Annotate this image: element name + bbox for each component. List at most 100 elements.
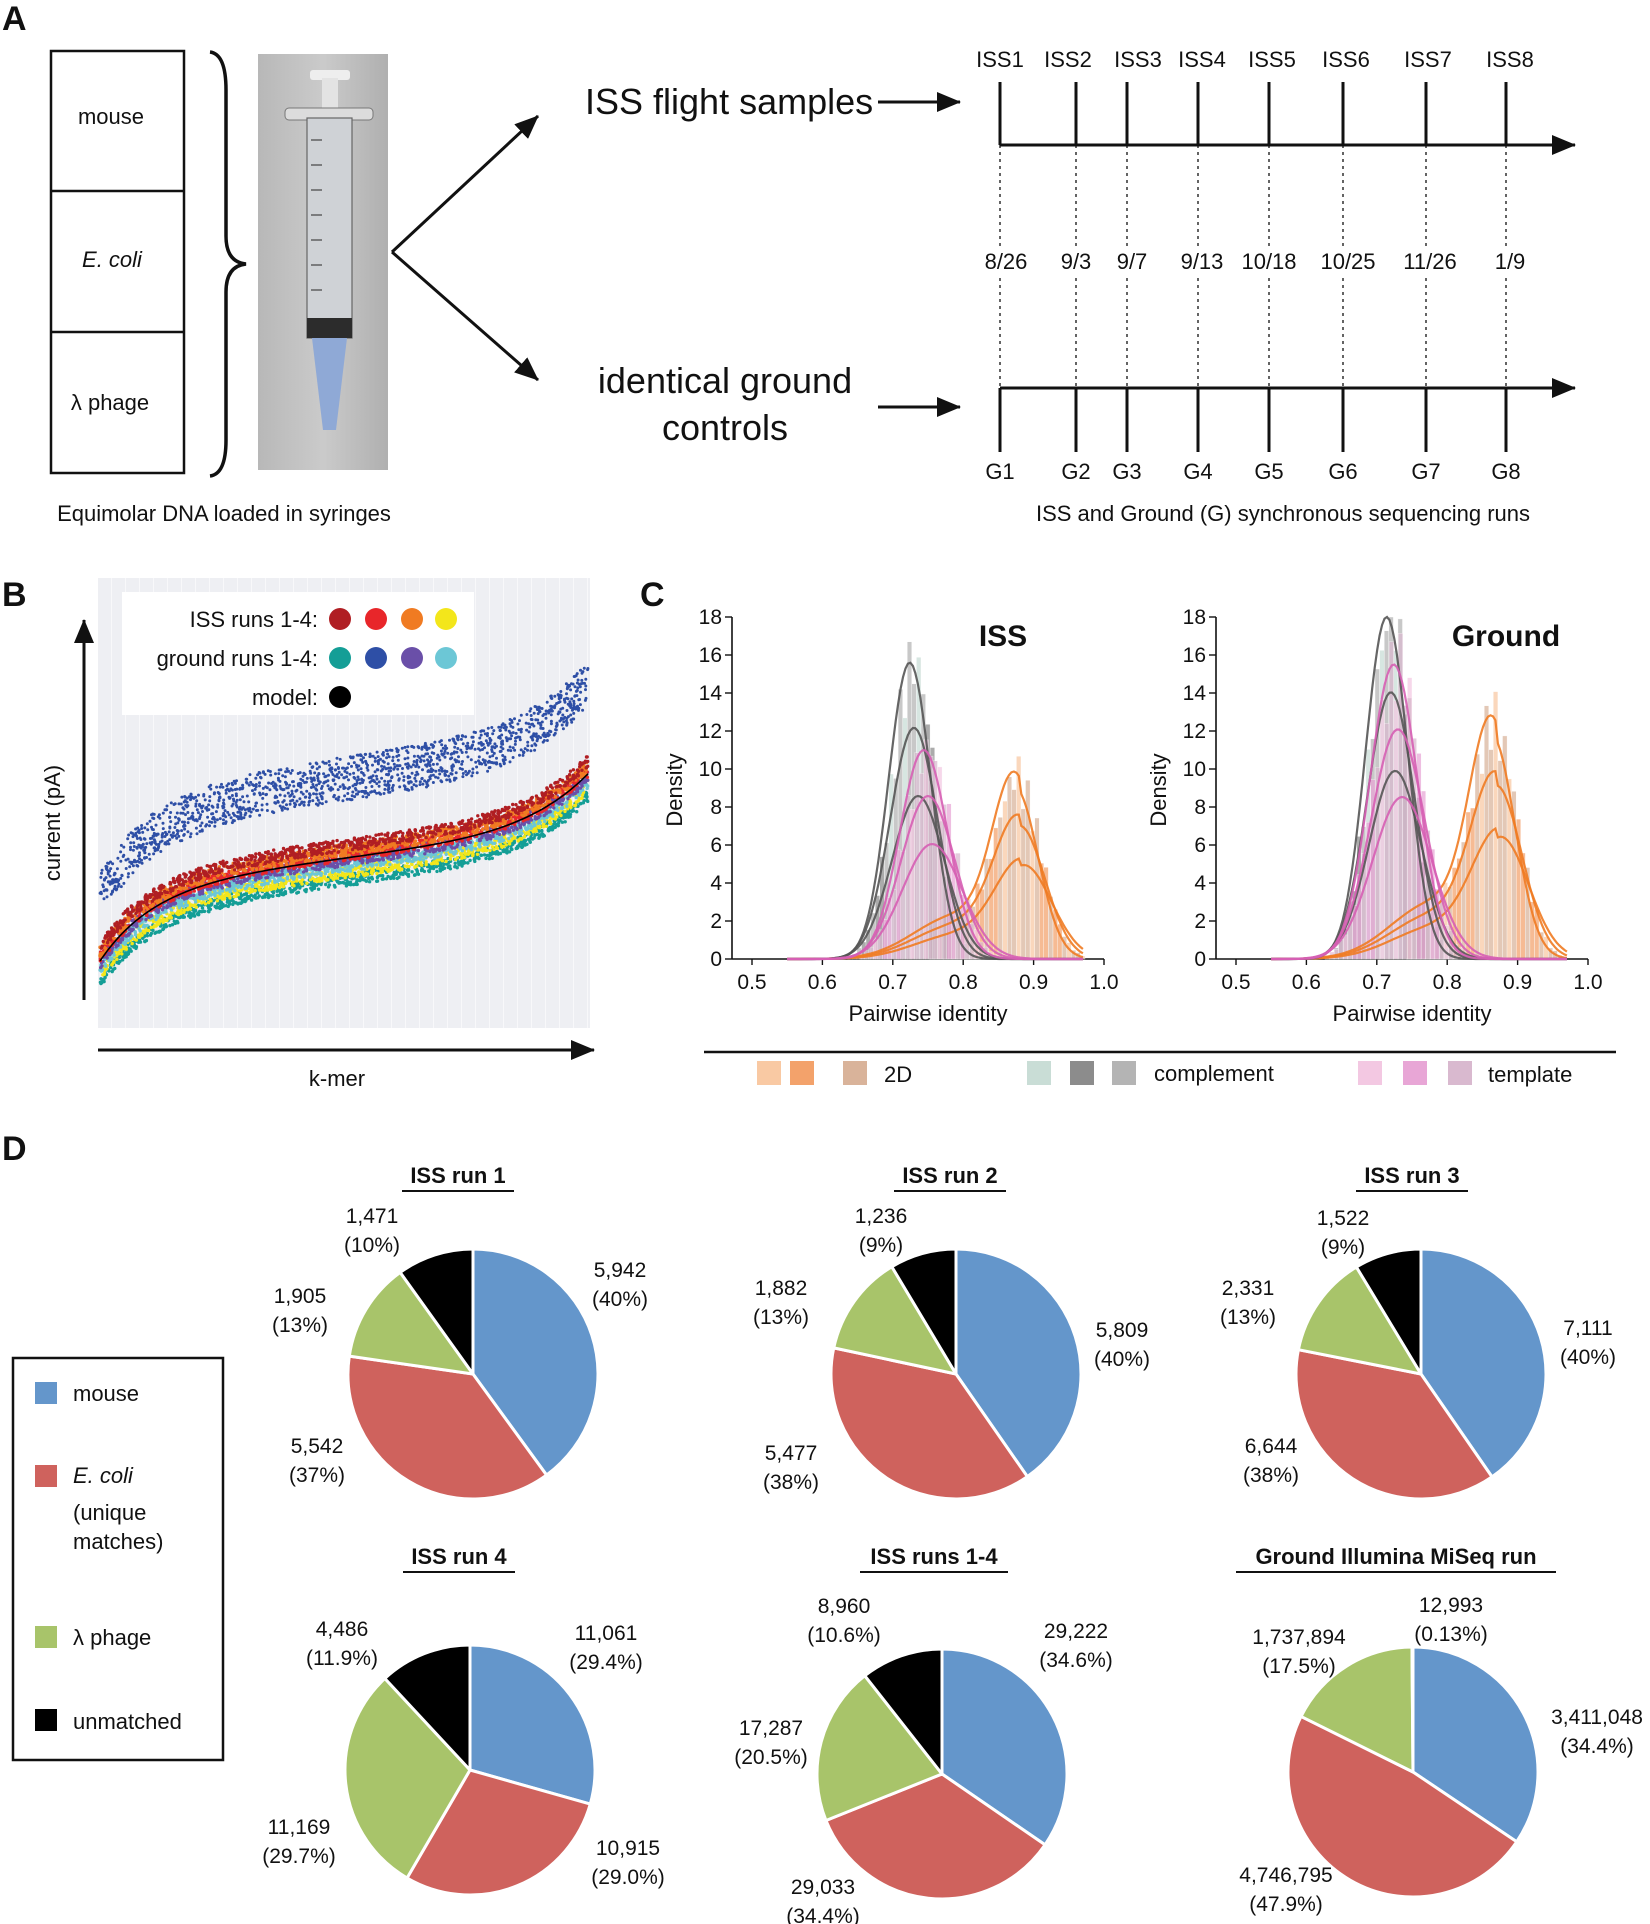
kmer-point (109, 957, 114, 962)
kmer-point (511, 828, 515, 832)
kmer-point (532, 711, 536, 715)
kmer-point (277, 772, 281, 776)
kmer-point (289, 799, 293, 803)
kmer-point (443, 755, 447, 759)
kmer-point (167, 830, 171, 834)
kmer-point (285, 875, 289, 879)
kmer-point (323, 869, 328, 873)
kmer-point (441, 746, 445, 750)
kmer-point (115, 957, 119, 961)
kmer-point (130, 934, 134, 938)
kmer-point (439, 749, 443, 753)
kmer-point (236, 892, 240, 897)
kmer-point (534, 735, 538, 738)
kmer-point (102, 897, 106, 901)
kmer-point (488, 766, 492, 769)
kmer-point (580, 678, 584, 682)
kmer-point (400, 746, 404, 750)
kmer-point (313, 878, 318, 882)
kmer-point (437, 847, 441, 851)
kmer-point (572, 702, 576, 706)
kmer-point (547, 827, 551, 831)
kmer-point (365, 795, 369, 799)
kmer-point (185, 796, 189, 800)
kmer-point (104, 876, 108, 880)
kmer-point (431, 773, 435, 777)
run-date-label: 9/7 (1117, 249, 1148, 274)
kmer-point (213, 904, 217, 909)
kmer-point (463, 851, 467, 856)
kmer-point (266, 881, 270, 886)
kmer-point (582, 666, 586, 670)
kmer-point (302, 800, 306, 804)
kmer-point (405, 787, 409, 791)
kmer-point (320, 876, 324, 881)
kmer-point (224, 791, 228, 795)
kmer-point (497, 832, 502, 837)
kmer-point (471, 740, 475, 744)
kmer-point (375, 871, 379, 876)
kmer-point (431, 781, 435, 784)
kmer-point (466, 861, 470, 865)
kmer-point (483, 746, 486, 750)
kmer-point (333, 885, 337, 889)
kmer-point (505, 739, 509, 743)
kmer-point (478, 748, 482, 752)
kmer-point (502, 761, 506, 765)
kmer-point (267, 781, 271, 785)
kmer-point (570, 697, 574, 701)
kmer-point (578, 703, 582, 707)
kmer-point (405, 749, 409, 753)
kmer-point (296, 782, 300, 786)
kmer-point (155, 909, 159, 913)
kmer-point (138, 851, 141, 855)
kmer-point (523, 747, 527, 751)
kmer-point (418, 780, 422, 784)
kmer-point (484, 848, 489, 853)
kmer-point (238, 896, 242, 901)
kmer-point (122, 881, 126, 885)
kmer-point (440, 845, 444, 850)
kmer-point (299, 879, 304, 883)
kmer-point (385, 756, 389, 760)
kmer-point (183, 827, 187, 831)
kmer-point (331, 773, 335, 776)
kmer-point (365, 858, 369, 863)
kmer-point (189, 816, 192, 820)
kmer-point (255, 891, 260, 895)
kmer-point (384, 877, 389, 881)
kmer-point (367, 880, 372, 884)
kmer-point (235, 779, 238, 783)
kmer-point (221, 785, 225, 789)
kmer-point (557, 821, 561, 825)
kmer-point (132, 841, 136, 845)
kmer-point (342, 776, 346, 780)
kmer-point (105, 865, 109, 869)
kmer-point (232, 878, 236, 883)
kmer-point (460, 762, 464, 766)
kmer-point (386, 762, 390, 766)
date-label-bg (1176, 246, 1228, 274)
kmer-point (271, 894, 275, 898)
kmer-point (416, 745, 420, 749)
kmer-point (223, 809, 227, 813)
kmer-point (292, 877, 296, 881)
kmer-point (299, 790, 303, 794)
kmer-point (554, 822, 558, 827)
kmer-point (382, 792, 386, 795)
kmer-point (470, 846, 474, 850)
kmer-point (245, 794, 249, 798)
kmer-point (529, 717, 533, 721)
kmer-point (281, 893, 286, 897)
kmer-point (330, 770, 334, 774)
kmer-point (168, 923, 172, 928)
kmer-point (165, 917, 169, 921)
kmer-point (433, 849, 437, 853)
kmer-point (453, 861, 457, 865)
kmer-point (333, 782, 337, 786)
kmer-point (464, 750, 468, 754)
kmer-point (433, 856, 437, 860)
kmer-point (102, 977, 106, 981)
kmer-point (318, 862, 322, 866)
kmer-point (284, 770, 288, 774)
